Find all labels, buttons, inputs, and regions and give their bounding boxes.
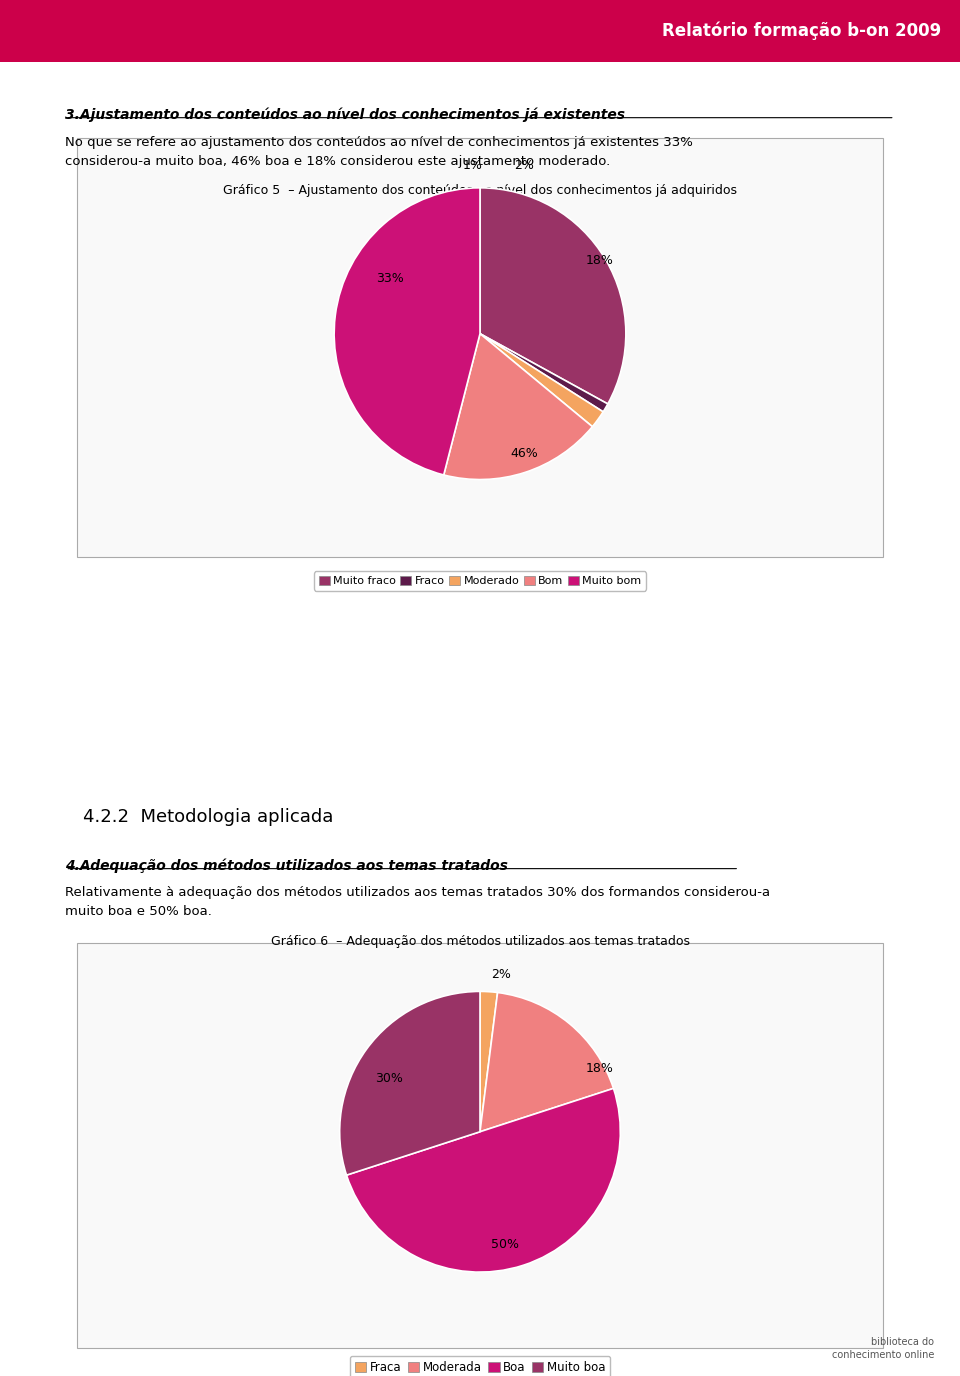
Text: 33%: 33% xyxy=(375,271,403,285)
Text: Relatório formação b-on 2009: Relatório formação b-on 2009 xyxy=(661,22,941,40)
Text: 46%: 46% xyxy=(510,447,538,460)
Legend: Fraca, Moderada, Boa, Muito boa: Fraca, Moderada, Boa, Muito boa xyxy=(349,1355,611,1376)
Text: 50%: 50% xyxy=(492,1237,519,1251)
Text: 18%: 18% xyxy=(586,1062,613,1075)
Wedge shape xyxy=(480,992,613,1131)
Text: Relativamente à adequação dos métodos utilizados aos temas tratados 30% dos form: Relativamente à adequação dos métodos ut… xyxy=(65,886,771,918)
Text: 3.Ajustamento dos conteúdos ao nível dos conhecimentos já existentes: 3.Ajustamento dos conteúdos ao nível dos… xyxy=(65,107,625,122)
Text: biblioteca do
conhecimento online: biblioteca do conhecimento online xyxy=(831,1337,934,1359)
Text: 4.2.2  Metodologia aplicada: 4.2.2 Metodologia aplicada xyxy=(83,808,333,826)
Wedge shape xyxy=(480,991,497,1131)
Text: Gráfico 6  – Adequação dos métodos utilizados aos temas tratados: Gráfico 6 – Adequação dos métodos utiliz… xyxy=(271,934,689,948)
Wedge shape xyxy=(480,187,626,405)
Circle shape xyxy=(0,0,960,84)
Text: 1%: 1% xyxy=(463,160,483,172)
Wedge shape xyxy=(347,1088,620,1271)
Wedge shape xyxy=(444,333,592,479)
Text: 30%: 30% xyxy=(374,1072,402,1084)
Text: 18%: 18% xyxy=(586,255,613,267)
Circle shape xyxy=(0,0,931,84)
Text: 2%: 2% xyxy=(514,160,534,172)
Wedge shape xyxy=(480,333,608,411)
Text: 4.Adequação dos métodos utilizados aos temas tratados: 4.Adequação dos métodos utilizados aos t… xyxy=(65,859,508,872)
Wedge shape xyxy=(340,991,480,1175)
Text: Gráfico 5  – Ajustamento dos conteúdos ao nível dos conhecimentos já adquiridos: Gráfico 5 – Ajustamento dos conteúdos ao… xyxy=(223,184,737,197)
Wedge shape xyxy=(334,187,480,475)
Wedge shape xyxy=(480,333,603,427)
Legend: Muito fraco, Fraco, Moderado, Bom, Muito bom: Muito fraco, Fraco, Moderado, Bom, Muito… xyxy=(314,571,646,590)
Text: 2%: 2% xyxy=(492,969,511,981)
Text: No que se refere ao ajustamento dos conteúdos ao nível de conhecimentos já exist: No que se refere ao ajustamento dos cont… xyxy=(65,135,693,168)
